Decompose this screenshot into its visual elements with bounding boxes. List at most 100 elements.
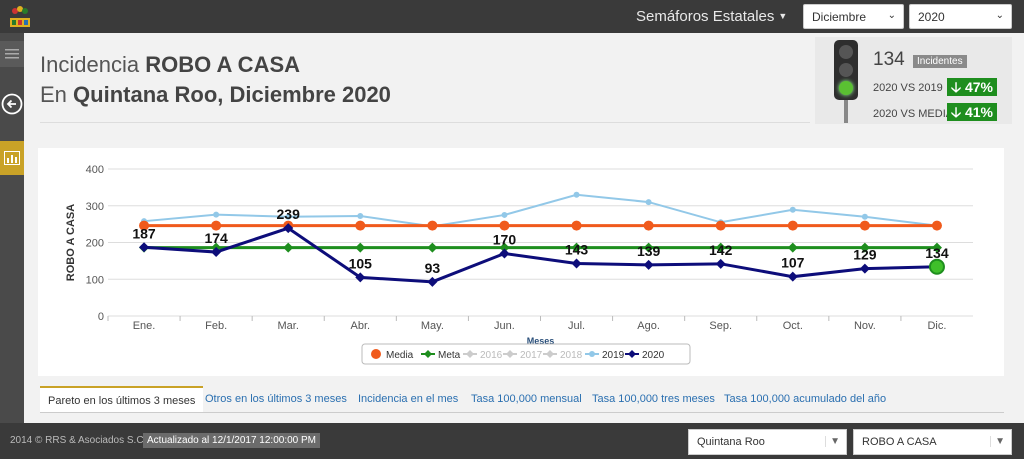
- chevron-down-icon: ⌄: [887, 10, 896, 21]
- y-tick-label: 0: [98, 311, 104, 323]
- point-2020: [499, 248, 510, 259]
- data-label-2020: 139: [637, 243, 661, 259]
- point-2020: [211, 247, 222, 258]
- point-2019: [285, 213, 292, 220]
- year-select[interactable]: 2020 ⌄: [909, 4, 1012, 29]
- menu-button[interactable]: [0, 41, 24, 67]
- month-select[interactable]: Diciembre ⌄: [803, 4, 904, 29]
- back-button[interactable]: [0, 89, 24, 119]
- current-month-highlight: [928, 258, 945, 275]
- series-line-2019: [143, 193, 938, 228]
- tab-tasa-acumulado[interactable]: Tasa 100,000 acumulado del año: [724, 393, 887, 405]
- legend-marker: [589, 351, 595, 357]
- point-Media: [931, 220, 942, 231]
- point-2020: [139, 242, 150, 253]
- arrow-left-circle-icon: [1, 93, 23, 115]
- state-select[interactable]: Quintana Roo ▼: [688, 429, 847, 455]
- point-2019: [573, 191, 580, 198]
- point-2019: [861, 213, 868, 220]
- data-label-2020: 174: [204, 230, 228, 246]
- nav-title-label: Semáforos Estatales: [636, 8, 775, 25]
- x-tick-label: May.: [421, 320, 444, 332]
- x-tick-label: Nov.: [854, 320, 876, 332]
- traffic-light-icon: [834, 40, 858, 100]
- chart-icon: [4, 151, 20, 165]
- tab-tasa-mensual[interactable]: Tasa 100,000 mensual: [471, 393, 582, 405]
- line-chart-svg: 0 100 200 300 400 Ene. Feb. Mar. Abr. May. Jun. Jul…: [65, 164, 973, 365]
- report-tabs: Pareto en los últimos 3 meses Otros en l…: [40, 386, 1004, 422]
- x-tick-label: Ene.: [133, 320, 156, 332]
- footer-bar: 2014 © RRS & Asociados S.C. Actualizado …: [0, 423, 1024, 459]
- point-2020: [715, 258, 726, 269]
- point-2019: [357, 213, 364, 220]
- legend-marker: [546, 350, 554, 358]
- point-Meta: [715, 242, 726, 253]
- y-tick-label: 400: [86, 164, 104, 176]
- x-tick-label: Oct.: [783, 320, 803, 332]
- data-label-2020: 129: [853, 247, 877, 263]
- point-Meta: [355, 242, 366, 253]
- chart-view-button[interactable]: [0, 141, 24, 175]
- point-2020: [571, 258, 582, 269]
- point-Media: [859, 220, 870, 231]
- tab-tasa-tres-meses[interactable]: Tasa 100,000 tres meses: [592, 393, 715, 405]
- chevron-down-icon: ▼: [990, 436, 1005, 447]
- x-tick-label: Dic.: [927, 320, 946, 332]
- y-tick-label: 200: [86, 238, 104, 250]
- data-label-2020: 187: [132, 225, 156, 241]
- data-label-2020: 93: [425, 260, 441, 276]
- incident-count: 134: [873, 49, 905, 70]
- point-2020: [427, 276, 438, 287]
- nav-semaforos-dropdown[interactable]: Semáforos Estatales ▼: [636, 8, 787, 25]
- updated-badge: Actualizado al 12/1/2017 12:00:00 PM: [143, 433, 321, 448]
- data-label-2020: 143: [565, 241, 589, 257]
- point-Media: [643, 220, 654, 231]
- divider: [40, 122, 810, 123]
- traffic-light-yellow: [839, 63, 853, 77]
- legend-marker: [466, 350, 474, 358]
- compare-mean-value: 41%: [964, 104, 993, 120]
- point-Meta: [283, 242, 294, 253]
- tab-otros[interactable]: Otros en los últimos 3 meses: [205, 393, 347, 405]
- tabs-underline: [40, 412, 1004, 413]
- hamburger-icon: [5, 49, 19, 59]
- data-label-2020: 239: [277, 206, 301, 222]
- x-tick-label: Sep.: [709, 320, 732, 332]
- legend-label: Media: [386, 350, 414, 361]
- legend-label: 2016: [480, 350, 503, 361]
- data-label-2020: 105: [349, 255, 373, 271]
- x-tick-label: Ago.: [637, 320, 660, 332]
- series-line-2020: [143, 226, 937, 284]
- point-2019: [789, 206, 796, 213]
- incidence-chart: 0 100 200 300 400 Ene. Feb. Mar. Abr. May. Jun. Jul…: [38, 148, 1004, 376]
- compare-prev-year-badge: 🡣 47%: [947, 78, 997, 96]
- crime-select[interactable]: ROBO A CASA ▼: [853, 429, 1012, 455]
- title-line2-prefix: En: [40, 82, 67, 107]
- month-select-value: Diciembre: [812, 10, 867, 24]
- app-logo-icon[interactable]: [8, 4, 32, 28]
- point-Media: [355, 220, 366, 231]
- point-2019: [645, 199, 652, 206]
- x-tick-label: Mar.: [278, 320, 299, 332]
- traffic-light-red: [839, 45, 853, 59]
- incident-count-label: Incidentes: [913, 55, 967, 68]
- title-prefix: Incidencia: [40, 52, 140, 77]
- point-Meta: [499, 242, 510, 253]
- point-Meta: [859, 242, 870, 253]
- year-select-value: 2020: [918, 10, 945, 24]
- legend-label: Meta: [438, 350, 461, 361]
- traffic-light-pole: [844, 97, 848, 123]
- crime-select-value: ROBO A CASA: [862, 436, 937, 448]
- tab-pareto[interactable]: Pareto en los últimos 3 meses: [40, 386, 204, 412]
- data-label-2020: 134: [925, 245, 949, 261]
- tab-incidencia-mes[interactable]: Incidencia en el mes: [358, 393, 459, 405]
- data-label-2020: 170: [493, 232, 517, 248]
- point-2020: [787, 271, 798, 282]
- point-Meta: [787, 242, 798, 253]
- x-tick-label: Feb.: [205, 320, 227, 332]
- state-select-value: Quintana Roo: [697, 436, 765, 448]
- x-tick-label: Abr.: [351, 320, 371, 332]
- point-2020: [283, 223, 294, 234]
- x-tick-label: Jul.: [568, 320, 585, 332]
- point-Meta: [931, 242, 942, 253]
